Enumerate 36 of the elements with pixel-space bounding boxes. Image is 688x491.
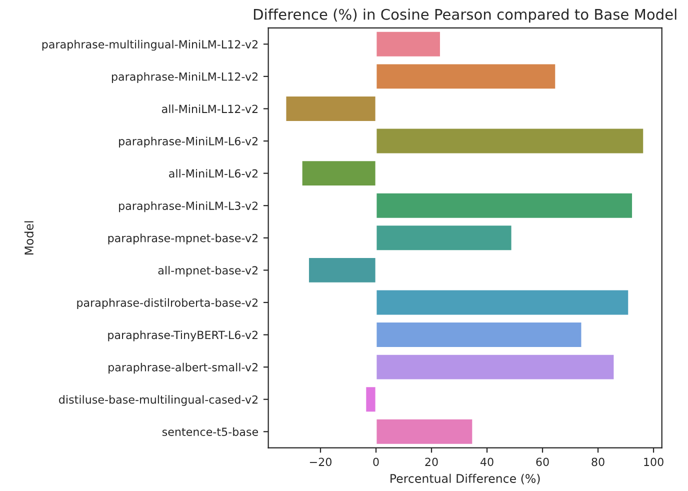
bar	[364, 386, 377, 413]
bar	[375, 127, 645, 155]
y-tick-label: paraphrase-MiniLM-L6-v2	[119, 136, 258, 148]
bar	[308, 256, 377, 284]
x-tick-label: 100	[644, 458, 664, 466]
y-tick-label: paraphrase-mpnet-base-v2	[108, 234, 258, 244]
x-tick-label: 60	[536, 458, 549, 466]
bar	[375, 224, 513, 252]
bar	[375, 192, 634, 220]
y-tick-label: paraphrase-multilingual-MiniLM-L12-v2	[42, 40, 258, 51]
x-tick-label: 80	[592, 458, 604, 466]
bar	[284, 95, 377, 122]
bar	[375, 321, 583, 348]
y-tick-label: paraphrase-MiniLM-L12-v2	[112, 72, 258, 83]
x-tick-label: −20	[310, 458, 332, 466]
x-tick-label: 40	[480, 458, 494, 466]
y-tick-label: all-MiniLM-L6-v2	[169, 169, 258, 178]
y-tick-label: paraphrase-MiniLM-L3-v2	[119, 201, 258, 212]
y-tick-label: all-mpnet-base-v2	[158, 266, 258, 277]
bar	[375, 353, 616, 381]
x-tick-label: 0	[373, 458, 379, 466]
y-tick-label: paraphrase-albert-small-v2	[108, 362, 258, 374]
x-axis-title: Percentual Difference (%)	[390, 474, 540, 484]
y-tick-label: distiluse-base-multilingual-cased-v2	[59, 395, 258, 406]
bar	[375, 288, 630, 316]
x-tick-label: 20	[425, 458, 438, 466]
chart-title: Difference (%) in Cosine Pearson compared to Base Model	[254, 8, 676, 23]
y-axis-title: Model	[24, 221, 34, 254]
bar	[375, 418, 474, 446]
y-tick-label: all-MiniLM-L12-v2	[162, 104, 258, 114]
y-tick-label: sentence-t5-base	[162, 427, 258, 436]
y-tick-label: paraphrase-TinyBERT-L6-v2	[108, 330, 258, 342]
bar	[300, 160, 377, 187]
bar	[375, 62, 557, 90]
y-tick-label: paraphrase-distilroberta-base-v2	[77, 298, 258, 310]
bar	[375, 30, 442, 58]
